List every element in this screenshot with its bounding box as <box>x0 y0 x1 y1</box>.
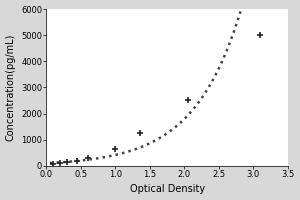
X-axis label: Optical Density: Optical Density <box>130 184 205 194</box>
Y-axis label: Concentration(pg/mL): Concentration(pg/mL) <box>6 34 16 141</box>
